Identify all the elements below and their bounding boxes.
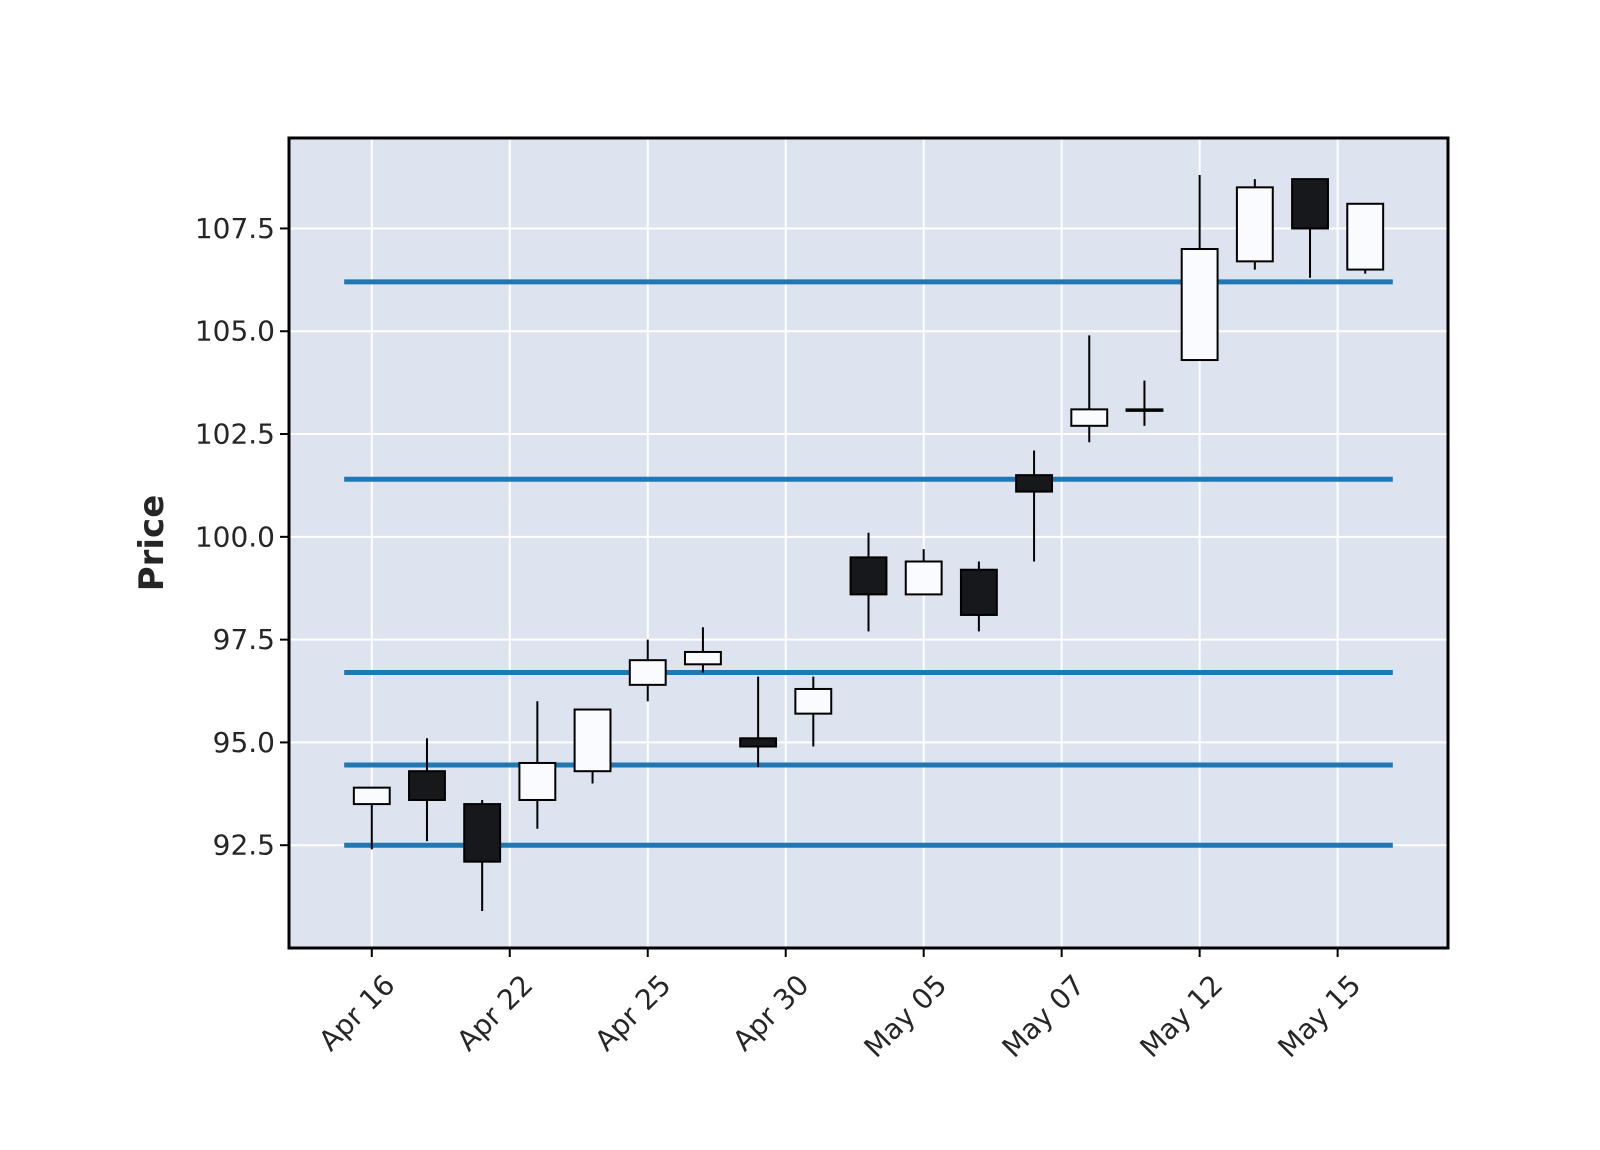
candle [1125,380,1164,426]
y-tick-label: 92.5 [213,829,275,862]
y-tick-label: 105.0 [195,315,275,348]
y-tick-label: 100.0 [195,520,275,553]
candle [739,676,778,768]
x-axis-ticks: Apr 16 Apr 22 Apr 25 Apr 30 May 05 May 07 May … [312,948,1367,1064]
x-tick-label: May 05 [858,968,954,1064]
y-axis-label: Price [132,495,172,592]
candle-body [518,761,557,801]
candle-body [1291,178,1329,230]
candle [794,676,833,747]
candle [1070,335,1109,443]
y-tick-label: 95.0 [213,726,275,759]
candle-body [352,786,391,806]
candles [352,175,1385,911]
y-axis-ticks: 92.5 95.0 97.5 100.0 102.5 105.0 107.5 [195,212,289,862]
candle [1346,202,1385,274]
candle [1291,178,1329,278]
candle [1180,175,1219,362]
candle-body [683,650,722,666]
y-tick-label: 102.5 [195,418,275,451]
y-tick-label: 107.5 [195,212,275,245]
y-tick-label: 97.5 [213,623,275,656]
candle-body [573,708,612,773]
candle [573,708,612,784]
candle [683,627,722,673]
x-tick-label: Apr 22 [450,968,539,1057]
x-tick-label: Apr 16 [312,968,401,1057]
candle-body [849,556,888,596]
candle-body [959,568,998,616]
candle-body [739,737,778,748]
candle [904,549,943,596]
x-tick-label: May 07 [996,968,1092,1064]
x-tick-label: May 15 [1272,968,1368,1064]
candle-body [628,659,667,686]
candle [408,738,446,842]
candle-body [904,560,943,596]
candle-body [1015,474,1054,493]
candle [518,701,557,829]
candle [849,532,888,632]
x-tick-label: Apr 30 [726,968,815,1057]
grid-lines [289,138,1448,948]
x-tick-label: Apr 25 [588,968,677,1057]
candle-body [463,803,502,863]
candle [959,561,998,632]
candle [352,786,391,850]
candle-body [1070,408,1109,427]
candle-body [1125,408,1164,412]
candle-body [1346,202,1385,271]
candle-body [1180,248,1219,362]
candle-body [794,687,833,715]
candle [628,639,667,702]
plot-frame [287,136,1450,950]
x-tick-label: May 12 [1134,968,1230,1064]
candle [463,799,502,911]
candle-body [1235,186,1274,263]
candle [1235,179,1274,270]
candle [1015,450,1054,562]
candle-body [408,770,446,801]
